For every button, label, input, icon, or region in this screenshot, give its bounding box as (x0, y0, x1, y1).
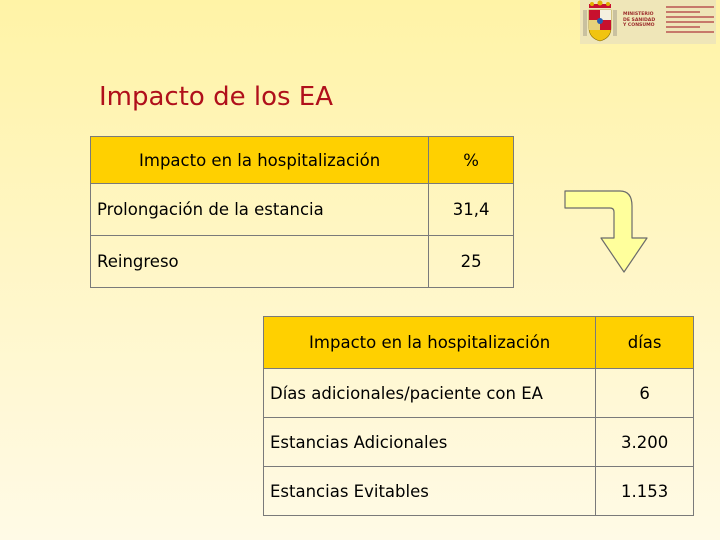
ministry-line: DE SANIDAD (623, 17, 656, 23)
table-cell-label: Días adicionales/paciente con EA (262, 368, 597, 418)
table-row: Reingreso 25 (89, 235, 514, 288)
table-row: Prolongación de la estancia 31,4 (89, 183, 514, 236)
table-header-row: Impacto en la hospitalización % (89, 136, 514, 184)
curved-arrow-down-icon (564, 190, 648, 273)
table-cell-value: 6 (595, 368, 694, 418)
table-cell-label: Estancias Adicionales (262, 417, 597, 467)
table-header-cell: % (428, 136, 514, 184)
table-cell-label: Estancias Evitables (262, 466, 597, 516)
table-cell-label: Reingreso (89, 235, 430, 288)
table-header-cell: días (595, 316, 694, 369)
hospitalization-days-table: Impacto en la hospitalización días Días … (262, 316, 694, 516)
table-row: Estancias Evitables 1.153 (262, 466, 694, 516)
table-header-cell: Impacto en la hospitalización (262, 316, 597, 369)
table-cell-value: 31,4 (428, 183, 514, 236)
table-cell-value: 25 (428, 235, 514, 288)
coat-of-arms-icon (583, 0, 617, 42)
table-row: Estancias Adicionales 3.200 (262, 417, 694, 467)
ministry-emblem: MINISTERIO DE SANIDAD Y CONSUMO (580, 0, 716, 44)
table-row: Días adicionales/paciente con EA 6 (262, 368, 694, 418)
table-cell-value: 1.153 (595, 466, 694, 516)
ministry-name: MINISTERIO DE SANIDAD Y CONSUMO (623, 12, 659, 29)
ministry-line: Y CONSUMO (623, 23, 655, 28)
slide-title: Impacto de los EA (99, 82, 334, 112)
ministry-line: MINISTERIO (623, 12, 654, 17)
ministry-subtext (666, 3, 714, 36)
table-header-row: Impacto en la hospitalización días (262, 316, 694, 369)
table-header-cell: Impacto en la hospitalización (89, 136, 430, 184)
table-cell-label: Prolongación de la estancia (89, 183, 430, 236)
hospitalization-percent-table: Impacto en la hospitalización % Prolonga… (89, 136, 514, 288)
table-cell-value: 3.200 (595, 417, 694, 467)
